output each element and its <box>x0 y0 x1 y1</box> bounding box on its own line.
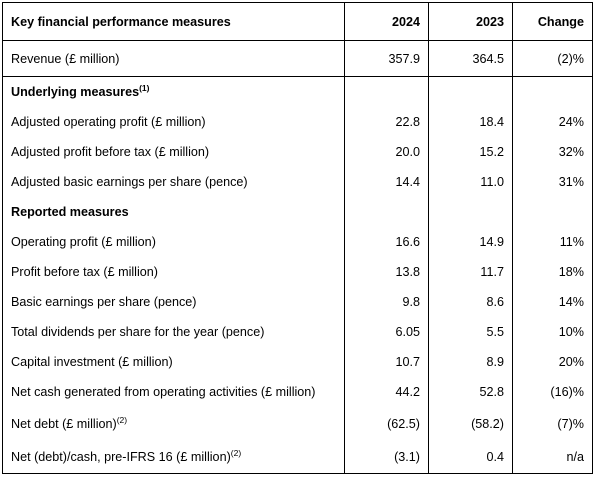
value-change: (16)% <box>512 377 593 407</box>
row-label: Adjusted operating profit (£ million) <box>2 107 345 137</box>
value-change <box>512 76 593 107</box>
row-label: Net cash generated from operating activi… <box>2 377 345 407</box>
value-2023: 364.5 <box>428 40 513 77</box>
value-change: n/a <box>512 440 593 474</box>
value-2024: 6.05 <box>344 317 429 347</box>
table-row: Net (debt)/cash, pre-IFRS 16 (£ million)… <box>2 440 593 474</box>
table-header-row: Key financial performance measures 2024 … <box>2 2 593 41</box>
value-2024: 13.8 <box>344 257 429 287</box>
table-row: Profit before tax (£ million) 13.8 11.7 18% <box>2 257 593 287</box>
row-label-text: Reported measures <box>11 205 129 219</box>
table-row: Capital investment (£ million) 10.7 8.9 20% <box>2 347 593 377</box>
row-label-text: Underlying measures <box>11 85 140 99</box>
value-2023: 18.4 <box>428 107 513 137</box>
row-label-text: Adjusted operating profit (£ million) <box>11 115 206 129</box>
value-change: 24% <box>512 107 593 137</box>
row-label: Reported measures <box>2 197 345 227</box>
value-2023: 11.0 <box>428 167 513 197</box>
table-row: Revenue (£ million) 357.9 364.5 (2)% <box>2 40 593 77</box>
value-2024: 14.4 <box>344 167 429 197</box>
value-change: 14% <box>512 287 593 317</box>
value-2024: (3.1) <box>344 440 429 474</box>
table-body: Revenue (£ million) 357.9 364.5 (2)% Underly… <box>2 40 593 474</box>
table-row: Basic earnings per share (pence) 9.8 8.6 14… <box>2 287 593 317</box>
value-2024: 16.6 <box>344 227 429 257</box>
value-2023: 15.2 <box>428 137 513 167</box>
value-change: 18% <box>512 257 593 287</box>
row-label-text: Net debt (£ million) <box>11 416 117 431</box>
value-2024: 9.8 <box>344 287 429 317</box>
footnote-ref: (2) <box>116 414 128 425</box>
value-2023: 52.8 <box>428 377 513 407</box>
value-2023 <box>428 197 513 227</box>
row-label: Net debt (£ million)(2) <box>2 407 345 440</box>
value-change: (7)% <box>512 407 593 440</box>
row-label: Adjusted basic earnings per share (pence… <box>2 167 345 197</box>
value-change <box>512 197 593 227</box>
row-label-text: Total dividends per share for the year (… <box>11 325 265 339</box>
value-change: 20% <box>512 347 593 377</box>
value-2024: 10.7 <box>344 347 429 377</box>
row-label: Underlying measures(1) <box>2 76 345 107</box>
value-change: 10% <box>512 317 593 347</box>
value-2023: 14.9 <box>428 227 513 257</box>
header-change: Change <box>512 2 593 41</box>
value-change: 11% <box>512 227 593 257</box>
value-change: 32% <box>512 137 593 167</box>
value-2024: 357.9 <box>344 40 429 77</box>
row-label-text: Operating profit (£ million) <box>11 235 156 249</box>
row-label-text: Net cash generated from operating activi… <box>11 385 316 399</box>
header-2023: 2023 <box>428 2 513 41</box>
value-change: (2)% <box>512 40 593 77</box>
row-label: Basic earnings per share (pence) <box>2 287 345 317</box>
footnote-ref: (1) <box>139 83 150 93</box>
row-label-text: Profit before tax (£ million) <box>11 265 158 279</box>
value-2023: 8.9 <box>428 347 513 377</box>
table-row: Net debt (£ million)(2) (62.5) (58.2) (7)% <box>2 407 593 440</box>
row-label: Revenue (£ million) <box>2 40 345 77</box>
row-label-text: Basic earnings per share (pence) <box>11 295 197 309</box>
value-2024: 22.8 <box>344 107 429 137</box>
financial-performance-table: Key financial performance measures 2024 … <box>2 2 593 474</box>
row-label-text: Capital investment (£ million) <box>11 355 173 369</box>
table-row: Total dividends per share for the year (… <box>2 317 593 347</box>
section-row: Reported measures <box>2 197 593 227</box>
header-2024: 2024 <box>344 2 429 41</box>
row-label-text: Adjusted basic earnings per share (pence… <box>11 175 248 189</box>
value-2023: (58.2) <box>428 407 513 440</box>
value-2023: 8.6 <box>428 287 513 317</box>
value-2023: 11.7 <box>428 257 513 287</box>
footnote-ref: (2) <box>230 447 242 458</box>
value-2024 <box>344 197 429 227</box>
value-change: 31% <box>512 167 593 197</box>
row-label-text: Adjusted profit before tax (£ million) <box>11 145 210 159</box>
table-row: Adjusted basic earnings per share (pence… <box>2 167 593 197</box>
value-2024: (62.5) <box>344 407 429 440</box>
row-label-text: Revenue (£ million) <box>11 51 120 66</box>
value-2024: 44.2 <box>344 377 429 407</box>
table-row: Adjusted operating profit (£ million) 22.… <box>2 107 593 137</box>
row-label: Capital investment (£ million) <box>2 347 345 377</box>
row-label: Profit before tax (£ million) <box>2 257 345 287</box>
table-row: Operating profit (£ million) 16.6 14.9 11% <box>2 227 593 257</box>
value-2023: 5.5 <box>428 317 513 347</box>
row-label-text: Net (debt)/cash, pre-IFRS 16 (£ million) <box>11 449 231 464</box>
table-row: Adjusted profit before tax (£ million) 20… <box>2 137 593 167</box>
row-label: Total dividends per share for the year (… <box>2 317 345 347</box>
header-measure: Key financial performance measures <box>2 2 345 41</box>
row-label: Net (debt)/cash, pre-IFRS 16 (£ million)… <box>2 440 345 474</box>
value-2024 <box>344 76 429 107</box>
row-label: Operating profit (£ million) <box>2 227 345 257</box>
value-2023 <box>428 76 513 107</box>
section-row: Underlying measures(1) <box>2 76 593 107</box>
row-label: Adjusted profit before tax (£ million) <box>2 137 345 167</box>
value-2024: 20.0 <box>344 137 429 167</box>
value-2023: 0.4 <box>428 440 513 474</box>
table-row: Net cash generated from operating activi… <box>2 377 593 407</box>
